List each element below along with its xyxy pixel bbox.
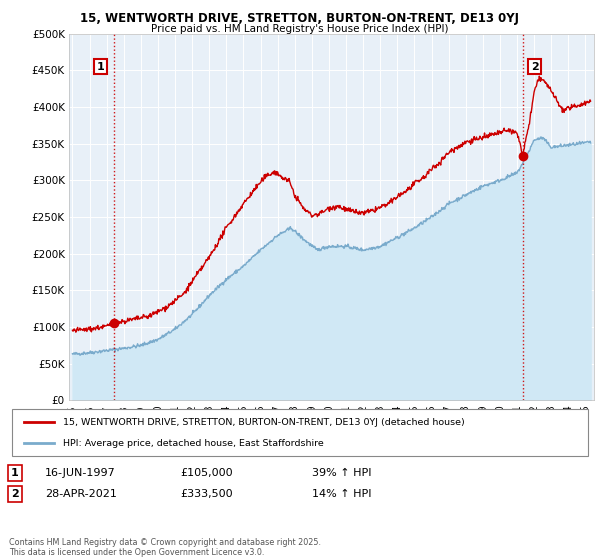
Text: 14% ↑ HPI: 14% ↑ HPI	[312, 489, 371, 499]
Text: HPI: Average price, detached house, East Staffordshire: HPI: Average price, detached house, East…	[63, 438, 324, 447]
Text: £333,500: £333,500	[180, 489, 233, 499]
Text: £105,000: £105,000	[180, 468, 233, 478]
Text: 2: 2	[531, 62, 539, 72]
Text: 28-APR-2021: 28-APR-2021	[45, 489, 117, 499]
Text: 1: 1	[97, 62, 104, 72]
Text: 2: 2	[11, 489, 19, 499]
Text: 15, WENTWORTH DRIVE, STRETTON, BURTON-ON-TRENT, DE13 0YJ: 15, WENTWORTH DRIVE, STRETTON, BURTON-ON…	[80, 12, 520, 25]
Text: 1: 1	[11, 468, 19, 478]
Text: Contains HM Land Registry data © Crown copyright and database right 2025.
This d: Contains HM Land Registry data © Crown c…	[9, 538, 321, 557]
Text: Price paid vs. HM Land Registry's House Price Index (HPI): Price paid vs. HM Land Registry's House …	[151, 24, 449, 34]
Text: 16-JUN-1997: 16-JUN-1997	[45, 468, 116, 478]
Text: 15, WENTWORTH DRIVE, STRETTON, BURTON-ON-TRENT, DE13 0YJ (detached house): 15, WENTWORTH DRIVE, STRETTON, BURTON-ON…	[63, 418, 465, 427]
Text: 39% ↑ HPI: 39% ↑ HPI	[312, 468, 371, 478]
